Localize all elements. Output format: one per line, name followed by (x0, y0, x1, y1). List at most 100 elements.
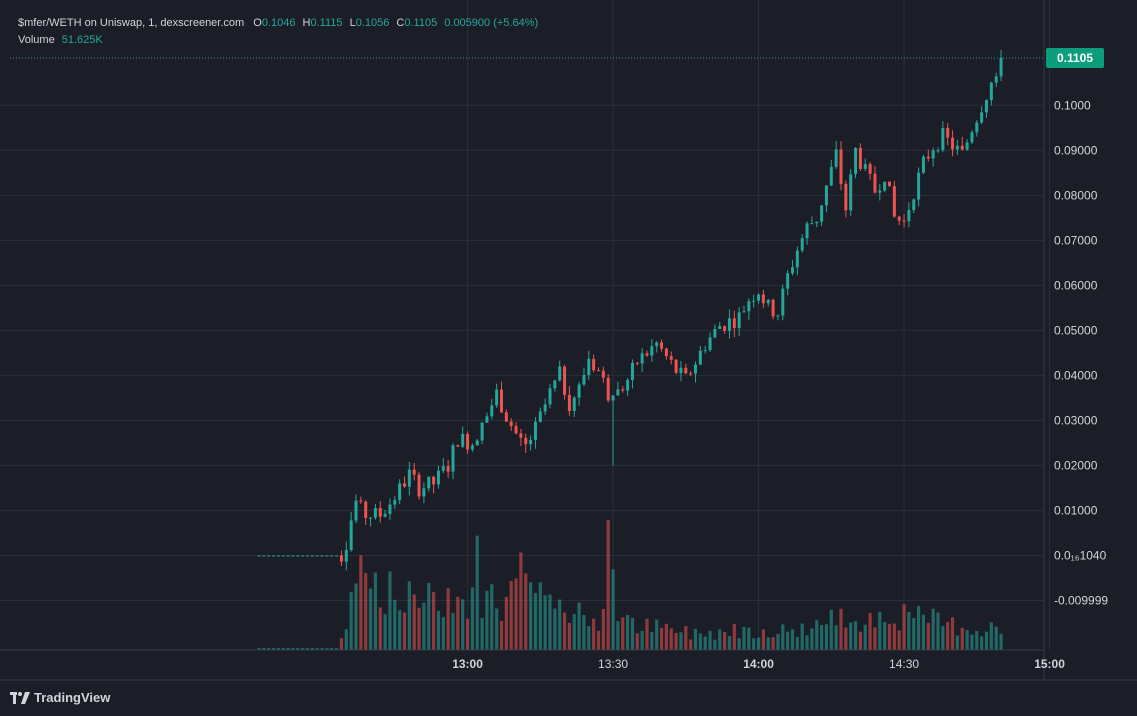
candle-body (427, 476, 431, 489)
volume-bar (902, 604, 906, 650)
volume-bar (674, 632, 678, 650)
volume-bar (286, 648, 290, 650)
volume-bar (398, 610, 402, 650)
candle-body (805, 223, 809, 239)
volume-bar (276, 648, 280, 650)
open-label: O (253, 17, 262, 29)
volume-bar (596, 630, 601, 650)
candle-body (403, 483, 406, 487)
candle-body (272, 555, 276, 557)
candle-body (655, 342, 659, 347)
volume-label[interactable]: Volume (18, 34, 55, 46)
candle-body (369, 517, 373, 519)
candle-body (543, 404, 547, 412)
candle-body (504, 412, 508, 422)
symbol-title[interactable]: $mfer/WETH on Uniswap, 1, dexscreener.co… (18, 17, 245, 29)
candle-body (951, 137, 955, 150)
last-price-value: 0.1105 (1057, 51, 1093, 65)
volume-bar (771, 637, 775, 650)
volume-bar (271, 648, 276, 650)
volume-bar (538, 582, 542, 650)
candle-body (757, 294, 761, 301)
candle-body (761, 294, 765, 304)
candle-body (960, 145, 964, 150)
candle-body (737, 312, 741, 329)
tradingview-logo[interactable]: TradingView (10, 690, 110, 705)
candle-body (664, 348, 668, 357)
volume-bar (320, 648, 324, 650)
volume-bar (970, 634, 974, 650)
candle-body (858, 147, 862, 169)
candle-body (301, 555, 305, 557)
candle-body (451, 445, 455, 472)
candle-body (931, 150, 935, 159)
price-axis[interactable]: 0.1000 0.09000 0.08000 0.07000 0.06000 0.0500… (1054, 98, 1108, 607)
candle-body (281, 555, 285, 557)
volume-bar (330, 648, 334, 650)
candle-body (475, 440, 479, 446)
candle-body (849, 174, 853, 211)
volume-bar (635, 633, 639, 650)
candle-body (485, 416, 489, 423)
candle-body (635, 362, 639, 364)
volume-bar (878, 611, 882, 650)
volume-bar (504, 596, 508, 650)
volume-bar (989, 622, 993, 650)
volume-bar (344, 629, 348, 650)
change-value: 0.005900 (+5.64%) (444, 17, 539, 29)
volume-bar (393, 599, 397, 650)
candle-body (776, 315, 780, 317)
candle-body (577, 384, 581, 398)
candle-body (645, 353, 649, 356)
price-tick-label: 0.09000 (1054, 143, 1098, 157)
candle-body (684, 367, 688, 374)
volume-bar (727, 636, 732, 650)
candle-body (921, 156, 925, 173)
candle-body (742, 311, 746, 313)
high-label: H (302, 17, 311, 29)
volume-bar (684, 626, 688, 650)
candle-body (791, 267, 794, 274)
volume-bar (402, 612, 407, 650)
candle-body (795, 250, 799, 268)
candle-body (349, 520, 353, 551)
candle-body (378, 508, 382, 517)
price-tick-label: 0.01000 (1054, 503, 1098, 517)
candle-body (533, 421, 537, 440)
volume-bar (645, 618, 649, 650)
volume-bar (659, 627, 664, 650)
volume-bar (839, 608, 843, 650)
volume-bar (378, 607, 382, 650)
volume-bar (553, 608, 557, 650)
volume-bar (587, 626, 591, 650)
candle-body (262, 555, 266, 557)
candle-body (572, 397, 576, 412)
volume-bar (863, 624, 867, 650)
volume-bar (834, 625, 838, 650)
volume-bar (339, 638, 344, 650)
candle-body (718, 326, 722, 329)
volume-bar (335, 648, 339, 650)
candle-body (587, 358, 591, 376)
candle-body (786, 273, 790, 289)
open-value: 0.1046 (261, 17, 296, 29)
candle-body (558, 366, 562, 381)
volume-bar (567, 622, 571, 650)
volume-bar (824, 624, 829, 650)
candle-body (994, 76, 998, 83)
candle-body (509, 421, 513, 426)
volume-bar (325, 648, 329, 650)
candle-body (926, 156, 930, 159)
volume-bar (495, 608, 499, 650)
candle-body (422, 488, 426, 497)
volume-bar (301, 648, 305, 650)
candle-body (611, 395, 615, 401)
volume-bar (800, 623, 804, 650)
candle-body (660, 342, 664, 349)
volume-bar (669, 628, 673, 650)
candle-body (456, 445, 460, 447)
candle-body (946, 128, 950, 138)
